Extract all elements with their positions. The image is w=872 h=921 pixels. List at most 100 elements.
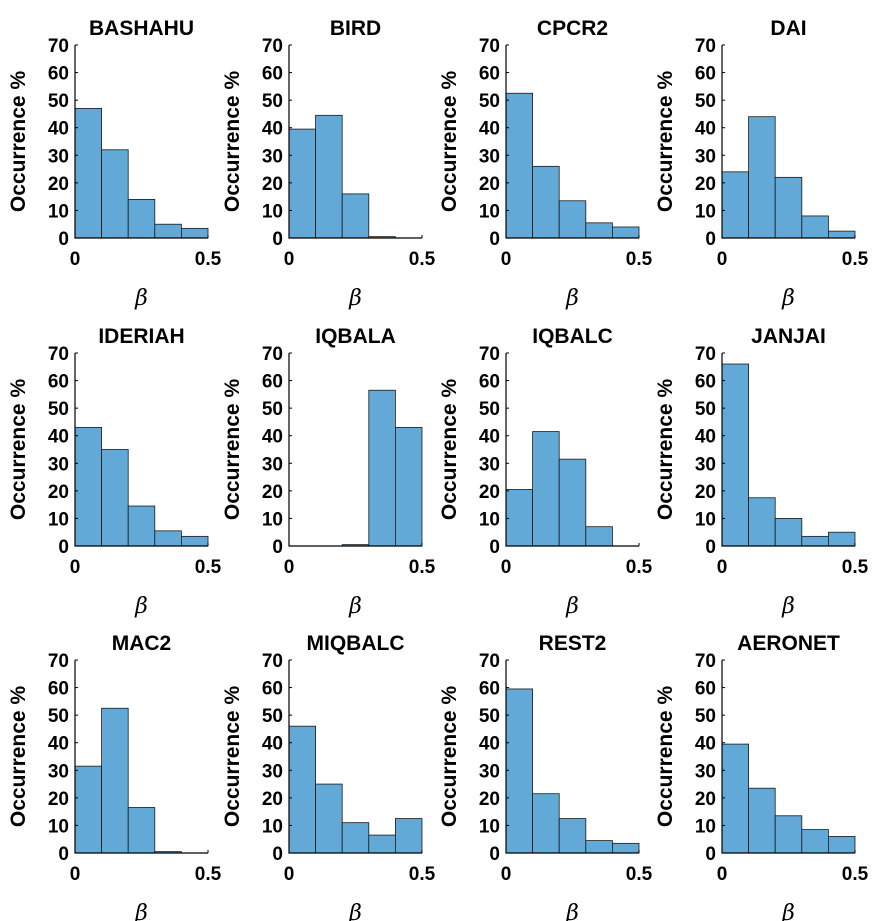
histogram-bar <box>180 535 209 547</box>
y-tick-label: 20 <box>48 482 69 503</box>
y-tick-label: 40 <box>695 734 716 755</box>
y-axis-label: Occurrence % <box>438 71 461 213</box>
histogram-bar <box>558 458 587 547</box>
y-tick-label: 70 <box>479 344 500 365</box>
x-tick-label: 0.5 <box>626 249 653 270</box>
y-tick-label: 50 <box>262 706 283 727</box>
panel-title: REST2 <box>539 632 607 655</box>
y-tick-label: 0 <box>705 229 716 250</box>
x-axis-label: β <box>565 286 579 311</box>
histogram-bar <box>154 530 182 547</box>
histogram-bar <box>774 518 803 547</box>
y-tick-label: 30 <box>262 761 283 782</box>
y-tick-label: 0 <box>272 229 283 250</box>
histogram-bar <box>721 363 750 547</box>
y-tick-label: 30 <box>695 761 716 782</box>
y-tick-label: 40 <box>262 427 283 448</box>
histogram-panel-bashahu: BASHAHU 0 10 20 30 40 50 60 70 0 0.5 β Occurrence % <box>7 17 222 311</box>
histogram-panel-aeronet: AERONET 0 10 20 30 40 50 60 70 0 0.5 β Occurrence % <box>654 632 869 921</box>
y-tick-label: 30 <box>479 146 500 167</box>
y-tick-label: 50 <box>695 706 716 727</box>
x-axis-label: β <box>134 594 148 619</box>
y-tick-label: 30 <box>695 454 716 475</box>
y-axis-label: Occurrence % <box>7 379 30 521</box>
x-tick-label: 0 <box>501 249 512 270</box>
y-tick-label: 0 <box>489 537 500 558</box>
x-axis-label: β <box>348 901 362 921</box>
y-tick-label: 10 <box>48 509 69 530</box>
y-tick-label: 0 <box>489 844 500 865</box>
y-axis-label: Occurrence % <box>221 686 244 828</box>
histogram-bar <box>127 807 156 854</box>
y-tick-label: 40 <box>479 734 500 755</box>
y-tick-label: 70 <box>262 36 283 57</box>
y-tick-label: 40 <box>48 119 69 140</box>
histogram-bar <box>801 215 829 239</box>
x-axis-label: β <box>781 901 795 921</box>
y-tick-label: 40 <box>48 427 69 448</box>
y-tick-label: 40 <box>695 427 716 448</box>
x-tick-label: 0.5 <box>195 864 222 885</box>
y-tick-label: 60 <box>48 679 69 700</box>
x-axis-label: β <box>134 901 148 921</box>
y-axis-label: Occurrence % <box>438 379 461 521</box>
y-tick-label: 0 <box>58 844 69 865</box>
x-axis-label: β <box>565 594 579 619</box>
x-tick-label: 0.5 <box>626 864 653 885</box>
x-tick-label: 0 <box>284 249 295 270</box>
y-tick-label: 40 <box>262 734 283 755</box>
y-tick-label: 60 <box>48 64 69 85</box>
y-tick-label: 70 <box>48 36 69 57</box>
histogram-bar <box>585 526 613 547</box>
x-tick-label: 0 <box>284 864 295 885</box>
y-tick-label: 30 <box>48 146 69 167</box>
y-tick-label: 50 <box>262 399 283 420</box>
y-tick-label: 50 <box>479 399 500 420</box>
y-tick-label: 30 <box>48 761 69 782</box>
histogram-bar <box>558 200 587 239</box>
y-tick-label: 50 <box>48 91 69 112</box>
histogram-bar <box>505 489 534 547</box>
y-tick-label: 20 <box>48 174 69 195</box>
histogram-panel-iqbalc: IQBALC 0 10 20 30 40 50 60 70 0 0.5 β Occurrence % <box>438 325 653 619</box>
histogram-panel-rest2: REST2 0 10 20 30 40 50 60 70 0 0.5 β Occurrence % <box>438 632 653 921</box>
x-axis-label: β <box>134 286 148 311</box>
histogram-bar <box>801 535 829 547</box>
y-tick-label: 70 <box>695 36 716 57</box>
y-tick-label: 40 <box>479 427 500 448</box>
y-tick-label: 50 <box>262 91 283 112</box>
y-tick-label: 10 <box>479 201 500 222</box>
x-axis-label: β <box>781 286 795 311</box>
histogram-bar <box>394 427 423 547</box>
y-tick-label: 70 <box>695 651 716 672</box>
y-tick-label: 50 <box>48 706 69 727</box>
y-tick-label: 20 <box>695 789 716 810</box>
y-tick-label: 60 <box>262 64 283 85</box>
histogram-bar <box>341 193 370 239</box>
y-tick-label: 20 <box>479 789 500 810</box>
y-tick-label: 60 <box>262 679 283 700</box>
y-axis-label: Occurrence % <box>7 71 30 213</box>
y-tick-label: 20 <box>479 174 500 195</box>
y-tick-label: 10 <box>262 816 283 837</box>
y-tick-label: 60 <box>48 372 69 393</box>
y-tick-label: 20 <box>262 482 283 503</box>
x-tick-label: 0.5 <box>195 249 222 270</box>
histogram-bar <box>341 822 370 854</box>
y-tick-label: 0 <box>58 229 69 250</box>
y-tick-label: 0 <box>705 537 716 558</box>
y-tick-label: 0 <box>489 229 500 250</box>
x-axis-label: β <box>348 594 362 619</box>
y-tick-label: 40 <box>48 734 69 755</box>
histogram-bar <box>101 449 129 547</box>
x-tick-label: 0.5 <box>409 249 436 270</box>
y-tick-label: 30 <box>262 146 283 167</box>
y-tick-label: 10 <box>695 201 716 222</box>
histogram-bar <box>585 840 613 854</box>
histogram-panel-janjai: JANJAI 0 10 20 30 40 50 60 70 0 0.5 β Occurrence % <box>654 325 869 619</box>
y-tick-label: 50 <box>479 706 500 727</box>
panel-title: IDERIAH <box>98 325 184 348</box>
x-tick-label: 0 <box>284 557 295 578</box>
histogram-panel-ideriah: IDERIAH 0 10 20 30 40 50 60 70 0 0.5 β Occurrence % <box>7 325 222 619</box>
y-tick-label: 0 <box>705 844 716 865</box>
